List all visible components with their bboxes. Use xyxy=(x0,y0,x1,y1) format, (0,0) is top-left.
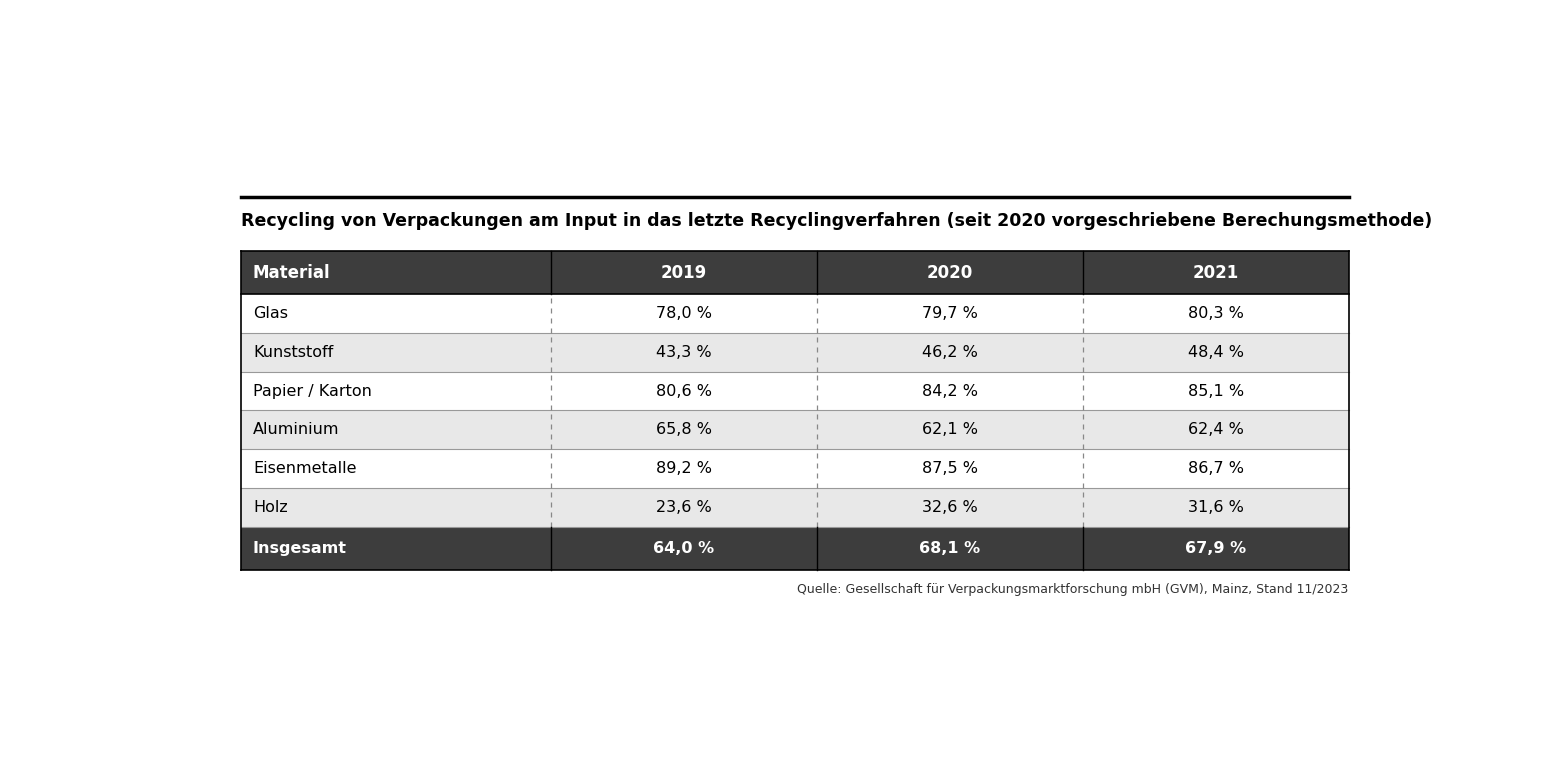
Bar xyxy=(241,294,1349,333)
Text: 48,4 %: 48,4 % xyxy=(1188,345,1244,360)
Text: 89,2 %: 89,2 % xyxy=(657,461,712,476)
Text: Holz: Holz xyxy=(253,500,287,515)
Text: Eisenmetalle: Eisenmetalle xyxy=(253,461,357,476)
Text: 67,9 %: 67,9 % xyxy=(1185,541,1247,556)
Bar xyxy=(241,527,1349,570)
Text: 64,0 %: 64,0 % xyxy=(654,541,715,556)
Text: 84,2 %: 84,2 % xyxy=(922,384,978,398)
Text: Glas: Glas xyxy=(253,306,287,321)
Text: 65,8 %: 65,8 % xyxy=(657,422,712,437)
Text: Material: Material xyxy=(253,264,331,281)
Text: 43,3 %: 43,3 % xyxy=(657,345,712,360)
Bar xyxy=(241,333,1349,372)
Text: 2021: 2021 xyxy=(1193,264,1239,281)
Text: 85,1 %: 85,1 % xyxy=(1188,384,1244,398)
Text: Recycling von Verpackungen am Input in das letzte Recyclingverfahren (seit 2020 : Recycling von Verpackungen am Input in d… xyxy=(241,212,1432,230)
Text: 62,4 %: 62,4 % xyxy=(1188,422,1244,437)
Bar xyxy=(241,411,1349,449)
Text: 2020: 2020 xyxy=(927,264,973,281)
Text: 86,7 %: 86,7 % xyxy=(1188,461,1244,476)
Text: 2019: 2019 xyxy=(661,264,708,281)
Text: 32,6 %: 32,6 % xyxy=(922,500,978,515)
Text: 68,1 %: 68,1 % xyxy=(919,541,981,556)
Text: 80,3 %: 80,3 % xyxy=(1188,306,1244,321)
Bar xyxy=(241,449,1349,488)
Bar xyxy=(241,372,1349,411)
Text: 79,7 %: 79,7 % xyxy=(922,306,978,321)
Bar xyxy=(241,488,1349,527)
Text: Quelle: Gesellschaft für Verpackungsmarktforschung mbH (GVM), Mainz, Stand 11/20: Quelle: Gesellschaft für Verpackungsmark… xyxy=(797,583,1349,596)
Text: 87,5 %: 87,5 % xyxy=(922,461,978,476)
Text: Kunststoff: Kunststoff xyxy=(253,345,334,360)
Text: 80,6 %: 80,6 % xyxy=(657,384,712,398)
Text: Papier / Karton: Papier / Karton xyxy=(253,384,372,398)
Text: 46,2 %: 46,2 % xyxy=(922,345,978,360)
Text: Insgesamt: Insgesamt xyxy=(253,541,348,556)
Text: 78,0 %: 78,0 % xyxy=(657,306,712,321)
Text: 23,6 %: 23,6 % xyxy=(657,500,712,515)
Text: 62,1 %: 62,1 % xyxy=(922,422,978,437)
Bar xyxy=(241,251,1349,294)
Text: 31,6 %: 31,6 % xyxy=(1188,500,1244,515)
Text: Aluminium: Aluminium xyxy=(253,422,340,437)
